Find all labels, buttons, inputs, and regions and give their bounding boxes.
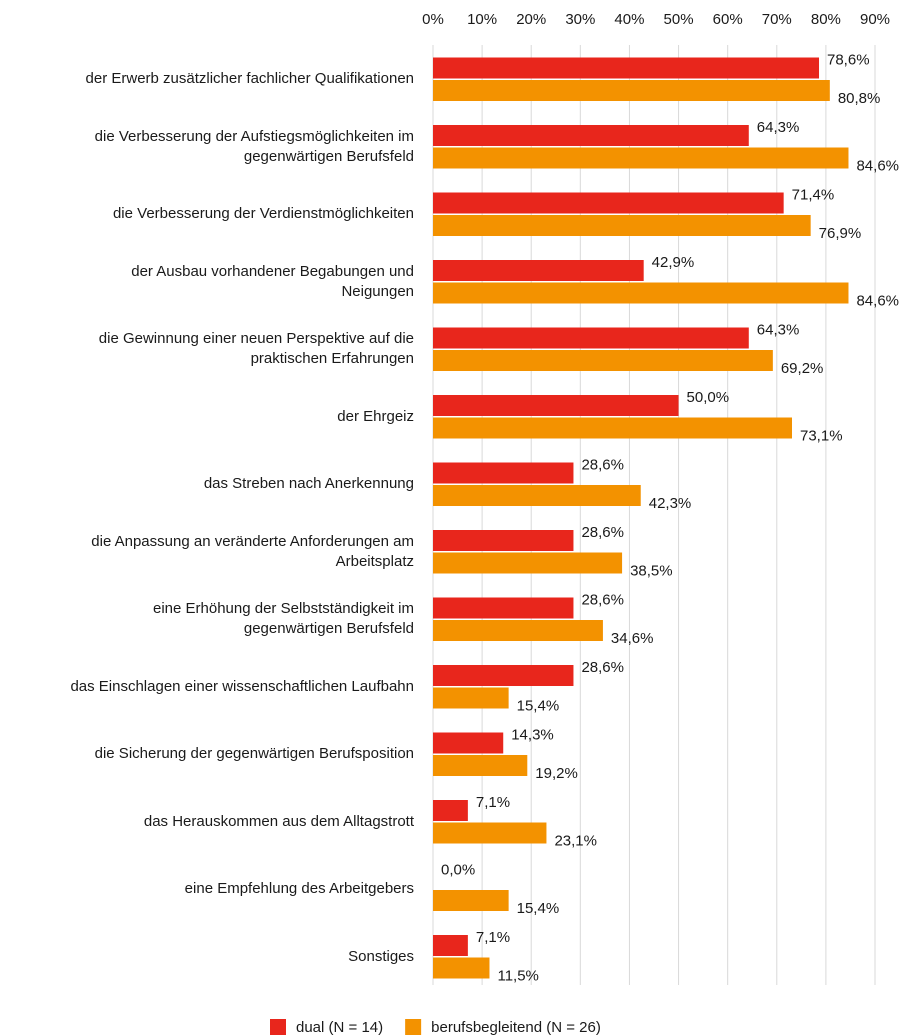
value-label: 64,3% [757, 321, 800, 338]
category-label: die Anpassung an veränderte Anforderunge… [91, 532, 414, 570]
category-label: der Ehrgeiz [337, 407, 414, 425]
value-label: 42,9% [652, 254, 695, 271]
value-label: 28,6% [581, 456, 624, 473]
value-label: 78,6% [827, 51, 870, 68]
category-label: das Einschlagen einer wissenschaftlichen… [70, 677, 414, 695]
bar [433, 957, 490, 979]
value-label: 34,6% [611, 630, 654, 647]
category-label: das Streben nach Anerkennung [203, 475, 414, 492]
category-label: der Erwerb zusätzlicher fachlicher Quali… [85, 70, 414, 87]
bar [433, 327, 749, 349]
bar [433, 687, 509, 709]
category-label: die Gewinnung einer neuen Perspektive au… [98, 330, 414, 367]
value-label: 69,2% [781, 360, 824, 377]
value-label: 7,1% [476, 929, 510, 946]
bar [433, 147, 849, 169]
bar [433, 755, 528, 776]
value-label: 42,3% [649, 495, 692, 512]
x-tick-label: 10% [467, 11, 497, 28]
bar [433, 890, 509, 911]
value-label: 14,3% [511, 726, 554, 743]
x-tick-label: 50% [664, 11, 694, 28]
value-label: 11,5% [497, 967, 538, 984]
x-tick-label: 90% [860, 11, 890, 28]
value-label: 28,6% [581, 524, 624, 541]
bar [433, 552, 623, 574]
category-label: die Sicherung der gegenwärtigen Berufspo… [94, 745, 414, 762]
legend-swatch [270, 1019, 286, 1035]
bar [433, 417, 793, 439]
legend-label: dual (N = 14) [296, 1019, 383, 1036]
category-label: Sonstiges [348, 947, 414, 965]
bar [433, 530, 574, 551]
value-label: 0,0% [441, 861, 475, 878]
value-label: 73,1% [800, 427, 843, 444]
value-label: 28,6% [581, 591, 624, 608]
bar [433, 395, 679, 416]
bar [433, 620, 603, 641]
legend-swatch [405, 1019, 422, 1035]
bar [433, 80, 830, 101]
value-label: 15,4% [517, 900, 560, 917]
bar [433, 485, 641, 506]
bar [433, 215, 811, 236]
value-label: 64,3% [757, 119, 800, 136]
bar [433, 935, 468, 956]
value-label: 15,4% [517, 697, 560, 714]
category-label: das Herauskommen aus dem Alltagstrott [143, 812, 414, 830]
category-label: die Verbesserung der Verdienstmöglichkei… [112, 205, 414, 222]
x-tick-label: 20% [516, 11, 546, 28]
bar [433, 597, 574, 619]
x-tick-label: 40% [614, 11, 644, 28]
value-label: 84,6% [856, 157, 899, 174]
bar [433, 462, 574, 484]
value-label: 84,6% [856, 292, 899, 309]
value-label: 76,9% [819, 225, 862, 242]
bar [433, 800, 468, 821]
category-label: eine Empfehlung des Arbeitgebers [184, 880, 414, 897]
x-tick-label: 80% [811, 11, 841, 28]
bar [433, 125, 749, 146]
value-label: 50,0% [687, 389, 730, 406]
x-tick-label: 30% [565, 11, 595, 28]
value-label: 80,8% [838, 90, 881, 107]
value-label: 23,1% [554, 832, 597, 849]
value-label: 38,5% [630, 562, 673, 579]
legend-label: berufsbegleitend (N = 26) [431, 1019, 601, 1036]
x-tick-label: 0% [422, 11, 444, 28]
value-label: 19,2% [535, 765, 578, 782]
category-label: eine Erhöhung der Selbstständigkeit im g… [153, 600, 414, 637]
bar [433, 732, 504, 754]
value-label: 28,6% [581, 659, 624, 676]
x-tick-label: 70% [762, 11, 792, 28]
category-label: die Verbesserung der Aufstiegsmöglichkei… [94, 127, 414, 165]
category-label: der Ausbau vorhandener Begabungen und Ne… [131, 262, 414, 300]
bar [433, 350, 773, 371]
bar [433, 192, 784, 214]
bar [433, 57, 820, 79]
value-label: 71,4% [792, 186, 835, 203]
bar [433, 665, 574, 686]
value-label: 7,1% [476, 794, 510, 811]
bar [433, 822, 547, 844]
bar [433, 260, 644, 281]
x-tick-label: 60% [713, 11, 743, 28]
bar [433, 282, 849, 304]
